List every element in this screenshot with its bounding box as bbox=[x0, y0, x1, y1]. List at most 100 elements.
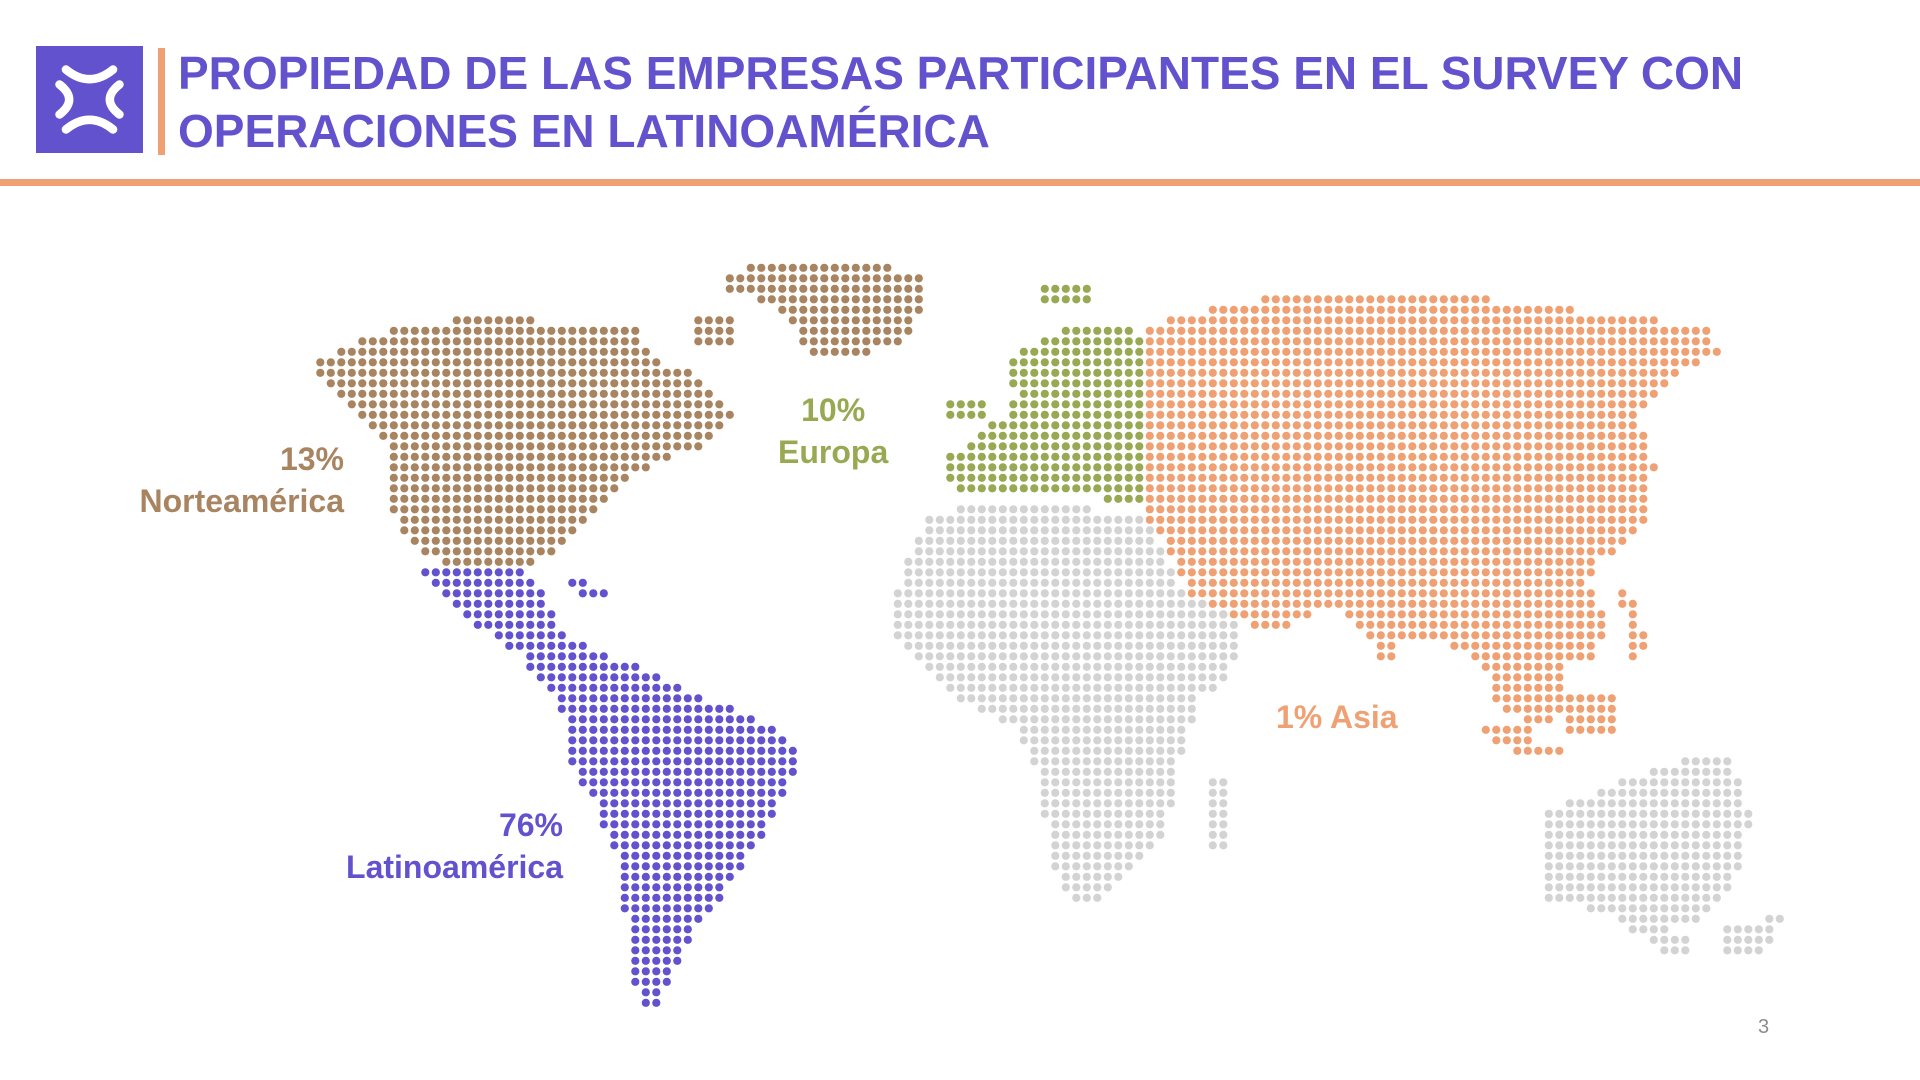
map-dot bbox=[1460, 379, 1469, 388]
map-dot bbox=[883, 274, 892, 283]
map-dot bbox=[1471, 421, 1480, 430]
map-dot bbox=[484, 421, 493, 430]
map-dot bbox=[883, 326, 892, 335]
map-dot bbox=[1019, 652, 1028, 661]
map-dot bbox=[1177, 358, 1186, 367]
map-dot bbox=[1492, 515, 1501, 524]
map-dot bbox=[1744, 809, 1753, 818]
map-dot bbox=[1576, 641, 1585, 650]
map-dot bbox=[1429, 505, 1438, 514]
map-dot bbox=[1282, 368, 1291, 377]
map-dot bbox=[1072, 326, 1081, 335]
map-dot bbox=[442, 389, 451, 398]
map-dot bbox=[820, 347, 829, 356]
map-dot bbox=[757, 263, 766, 272]
map-dot bbox=[1387, 515, 1396, 524]
map-dot bbox=[1051, 799, 1060, 808]
map-dot bbox=[1061, 400, 1070, 409]
map-dot bbox=[620, 473, 629, 482]
map-dot bbox=[452, 526, 461, 535]
map-dot bbox=[1166, 347, 1175, 356]
map-dot bbox=[1145, 694, 1154, 703]
map-dot bbox=[473, 358, 482, 367]
map-dot bbox=[400, 358, 409, 367]
map-dot bbox=[1240, 610, 1249, 619]
map-dot bbox=[694, 442, 703, 451]
map-dot bbox=[1376, 599, 1385, 608]
map-dot bbox=[1166, 421, 1175, 430]
map-dot bbox=[683, 442, 692, 451]
map-dot bbox=[1082, 557, 1091, 566]
map-dot bbox=[1649, 851, 1658, 860]
map-dot bbox=[1271, 452, 1280, 461]
map-dot bbox=[1523, 673, 1532, 682]
map-dot bbox=[1093, 358, 1102, 367]
map-dot bbox=[967, 683, 976, 692]
map-dot bbox=[1649, 893, 1658, 902]
map-dot bbox=[1313, 484, 1322, 493]
map-dot bbox=[515, 347, 524, 356]
map-dot bbox=[1439, 484, 1448, 493]
map-dot bbox=[547, 641, 556, 650]
map-dot bbox=[1334, 400, 1343, 409]
map-dot bbox=[1187, 641, 1196, 650]
map-dot bbox=[1586, 526, 1595, 535]
map-dot bbox=[1250, 505, 1259, 514]
map-dot bbox=[1429, 536, 1438, 545]
map-dot bbox=[1408, 473, 1417, 482]
map-dot bbox=[1114, 463, 1123, 472]
map-dot bbox=[998, 599, 1007, 608]
map-dot bbox=[1628, 316, 1637, 325]
map-dot bbox=[1534, 358, 1543, 367]
map-dot bbox=[505, 557, 514, 566]
map-dot bbox=[1219, 589, 1228, 598]
map-dot bbox=[505, 421, 514, 430]
map-dot bbox=[1639, 368, 1648, 377]
map-dot bbox=[1460, 557, 1469, 566]
map-dot bbox=[610, 820, 619, 829]
map-dot bbox=[547, 515, 556, 524]
map-dot bbox=[1324, 295, 1333, 304]
map-dot bbox=[1460, 347, 1469, 356]
map-dot bbox=[1240, 505, 1249, 514]
map-dot bbox=[925, 557, 934, 566]
map-dot bbox=[1208, 610, 1217, 619]
map-dot bbox=[494, 431, 503, 440]
map-dot bbox=[1040, 557, 1049, 566]
map-dot bbox=[1576, 421, 1585, 430]
map-dot bbox=[652, 778, 661, 787]
map-dot bbox=[683, 410, 692, 419]
map-dot bbox=[746, 799, 755, 808]
map-dot bbox=[1135, 431, 1144, 440]
map-dot bbox=[778, 767, 787, 776]
map-dot bbox=[1166, 536, 1175, 545]
map-dot bbox=[988, 652, 997, 661]
map-dot bbox=[1114, 641, 1123, 650]
map-dot bbox=[1450, 568, 1459, 577]
map-dot bbox=[431, 494, 440, 503]
map-dot bbox=[1114, 473, 1123, 482]
map-dot bbox=[1271, 589, 1280, 598]
map-dot bbox=[1093, 526, 1102, 535]
map-dot bbox=[725, 788, 734, 797]
map-dot bbox=[1261, 463, 1270, 472]
map-dot bbox=[1145, 662, 1154, 671]
map-dot bbox=[1103, 631, 1112, 640]
map-dot bbox=[1492, 442, 1501, 451]
map-dot bbox=[1702, 347, 1711, 356]
map-dot bbox=[1229, 368, 1238, 377]
map-dot bbox=[1177, 652, 1186, 661]
map-dot bbox=[1397, 410, 1406, 419]
map-dot bbox=[1534, 368, 1543, 377]
map-dot bbox=[610, 788, 619, 797]
map-dot bbox=[442, 526, 451, 535]
map-dot bbox=[484, 589, 493, 598]
map-dot bbox=[1030, 589, 1039, 598]
map-dot bbox=[1208, 505, 1217, 514]
map-dot bbox=[1513, 379, 1522, 388]
map-dot bbox=[1513, 746, 1522, 755]
map-dot bbox=[1145, 494, 1154, 503]
map-dot bbox=[799, 316, 808, 325]
map-dot bbox=[410, 442, 419, 451]
map-dot bbox=[652, 736, 661, 745]
